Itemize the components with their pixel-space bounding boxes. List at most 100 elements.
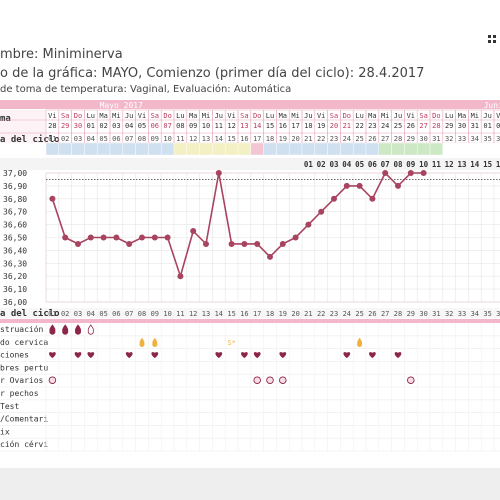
cervical-fluid-drop-icon xyxy=(357,337,363,347)
cervix-symbol: S* xyxy=(227,339,235,347)
weekday-label: Sa xyxy=(240,112,248,120)
phase-band-cell xyxy=(289,142,303,156)
cycle-day-label: 21 xyxy=(304,135,312,143)
date-label: 21 xyxy=(343,122,351,130)
temperature-method: de toma de temperatura: Vaginal, Evaluac… xyxy=(0,84,292,95)
weekday-label: Do xyxy=(163,112,171,120)
cycle-day-label: 06 xyxy=(112,135,120,143)
date-label: 11 xyxy=(215,122,223,130)
cycle-day-bottom-number: 35 xyxy=(483,310,491,318)
temperature-point xyxy=(139,234,145,241)
phase-band-cell xyxy=(353,142,367,156)
symptom-row-label: do cervica xyxy=(0,338,48,347)
bottom-shade xyxy=(0,468,500,500)
month-label-may: Mayo 2017 xyxy=(100,101,144,110)
date-label: 02 xyxy=(99,122,107,130)
symptom-row-label: Test xyxy=(0,402,19,411)
temperature-point xyxy=(49,195,56,202)
weekday-label: Sa xyxy=(151,112,159,120)
temperature-point xyxy=(241,240,248,247)
cycle-day-label: 25 xyxy=(355,135,363,143)
phase-band-cell xyxy=(365,142,380,156)
cycle-day-bottom-number: 16 xyxy=(240,310,248,318)
date-label: 04 xyxy=(125,122,133,130)
menstruation-drop-icon xyxy=(62,324,69,335)
cycle-day-label: 12 xyxy=(189,135,197,143)
symptom-row-label: r pechos xyxy=(0,389,39,398)
phase-band-cell xyxy=(212,142,226,156)
weekday-label: Mi xyxy=(471,112,479,120)
date-label-bg xyxy=(0,110,46,143)
cycle-day-bottom-number: 31 xyxy=(432,310,440,318)
cycle-day-bottom-number: 24 xyxy=(343,310,351,318)
luteal-day-number: 09 xyxy=(406,160,416,169)
temperature-point xyxy=(203,240,209,247)
cycle-day-bottom-number: 17 xyxy=(253,310,261,318)
phase-band-cell xyxy=(276,142,290,156)
date-label: 02 xyxy=(496,122,500,130)
date-label: 01 xyxy=(87,122,95,130)
phase-band-cell xyxy=(442,142,456,156)
symptom-row-label: struación xyxy=(0,324,44,334)
cycle-day-bottom-number: 34 xyxy=(471,310,479,318)
weekday-label: Lu xyxy=(87,112,95,120)
date-label: 24 xyxy=(381,122,389,130)
cycle-day-bottom-number: 20 xyxy=(291,310,299,318)
heart-icon xyxy=(151,352,159,359)
phase-band-cell xyxy=(58,142,72,156)
date-label: 09 xyxy=(189,122,197,130)
date-label: 27 xyxy=(419,122,427,130)
temperature-point xyxy=(126,240,133,247)
date-label: 28 xyxy=(48,122,56,130)
cycle-day-label: 28 xyxy=(394,135,402,143)
cycle-day-bottom-number: 05 xyxy=(99,310,107,318)
cycle-day-label: 35 xyxy=(483,135,491,143)
chart-owner-name: mbre: Miniminerva xyxy=(0,47,123,62)
luteal-day-number: 13 xyxy=(457,160,467,169)
phase-band-cell xyxy=(224,142,239,156)
grid-icon[interactable] xyxy=(488,35,496,43)
weekday-label: Sa xyxy=(61,112,69,120)
cycle-day-bottom-number: 15 xyxy=(227,310,235,318)
day-header-cell xyxy=(493,109,500,144)
cycle-day-bottom-number: 19 xyxy=(279,310,287,318)
weekday-label: Ju xyxy=(483,112,491,120)
cycle-day-bottom-number: 32 xyxy=(445,310,453,318)
phase-band-cell xyxy=(135,142,149,156)
cycle-day-bottom-number: 29 xyxy=(407,310,415,318)
date-label: 12 xyxy=(227,122,235,130)
heart-icon xyxy=(343,352,351,359)
cycle-day-row-label: a del ciclo xyxy=(0,134,60,145)
cycle-day-label: 03 xyxy=(74,135,82,143)
date-label: 19 xyxy=(317,122,325,130)
heart-icon xyxy=(74,352,82,359)
heart-icon xyxy=(215,352,223,359)
cycle-day-bottom-number: 26 xyxy=(368,310,376,318)
phase-band-cell xyxy=(340,142,354,156)
weekday-label: Lu xyxy=(445,112,453,120)
date-label: 29 xyxy=(445,122,453,130)
ovary-pain-circle-icon xyxy=(48,376,57,384)
weekday-label: Mi xyxy=(291,112,299,120)
date-label: 31 xyxy=(471,122,479,130)
cycle-day-label: 02 xyxy=(61,135,69,143)
date-label: 13 xyxy=(240,122,248,130)
cycle-day-bottom-number: 01 xyxy=(48,310,56,318)
cycle-day-bottom-number: 08 xyxy=(138,310,146,318)
weekday-label: Lu xyxy=(266,112,274,120)
symptom-row-label: r Ovarios xyxy=(0,376,44,385)
weekday-label: Ma xyxy=(189,112,197,120)
phase-band-cell xyxy=(186,142,200,156)
date-label: 15 xyxy=(266,122,274,130)
cycle-day-label: 11 xyxy=(176,135,184,143)
date-label: 22 xyxy=(355,122,363,130)
weekday-label: Vi xyxy=(48,112,56,120)
y-tick-label: 36,50 xyxy=(3,234,27,243)
weekday-label: Mi xyxy=(112,112,120,120)
y-tick-label: 36,90 xyxy=(3,182,27,191)
cycle-day-bottom-number: 21 xyxy=(304,310,312,318)
luteal-day-number: 14 xyxy=(470,160,480,169)
phase-band-cell xyxy=(327,142,341,156)
y-tick-label: 36,40 xyxy=(3,246,27,255)
date-row-label: ma xyxy=(0,114,11,124)
